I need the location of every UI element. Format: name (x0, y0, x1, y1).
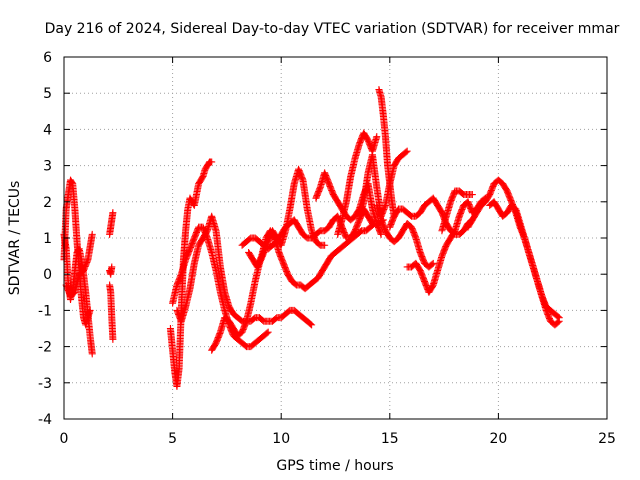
y-axis-label: SDTVAR / TECUs (7, 181, 23, 296)
y-tick-label: -4 (38, 412, 52, 428)
x-tick-label: 5 (168, 431, 177, 447)
x-tick-label: 25 (598, 431, 616, 447)
axis-ticks: 0 5 10 15 20 25 -4 -3 -2 -1 0 1 2 3 4 5 6 (38, 50, 616, 447)
y-tick-label: 1 (43, 231, 52, 247)
x-axis-label: GPS time / hours (276, 458, 393, 474)
series-sat-c (62, 230, 96, 300)
series-sat-n (334, 129, 381, 238)
series-sat-d (106, 209, 117, 238)
data-point-marker (321, 241, 329, 249)
y-tick-label: 5 (43, 86, 52, 102)
x-tick-label: 20 (489, 431, 507, 447)
y-tick-label: 4 (43, 122, 52, 138)
series-sat-e (106, 263, 116, 278)
y-tick-label: 6 (43, 50, 52, 66)
data-point-marker (429, 259, 437, 267)
data-point-marker (263, 329, 271, 337)
data-point-marker (377, 230, 385, 238)
x-tick-label: 15 (381, 431, 399, 447)
data-points (60, 86, 563, 390)
data-point-marker (88, 230, 96, 238)
data-point-marker (109, 335, 117, 343)
data-point-marker (307, 320, 315, 328)
data-point-marker (554, 313, 562, 321)
chart-title: Day 216 of 2024, Sidereal Day-to-day VTE… (45, 21, 620, 37)
data-point-marker (468, 191, 476, 199)
data-point-marker (108, 263, 116, 271)
series-sat-f (106, 281, 117, 343)
data-point-marker (308, 321, 316, 329)
data-point-marker (403, 147, 411, 155)
y-tick-label: -3 (38, 376, 52, 392)
data-point-marker (428, 260, 436, 268)
series-sat-r (373, 201, 437, 271)
data-point-marker (373, 133, 381, 141)
series-sat-t (438, 187, 476, 235)
data-point-marker (402, 148, 410, 156)
data-point-marker (264, 328, 272, 336)
data-point-marker (88, 350, 96, 358)
series-sat-v (486, 198, 563, 322)
data-point-marker (208, 158, 216, 166)
y-tick-label: 3 (43, 159, 52, 175)
x-tick-label: 0 (60, 431, 69, 447)
y-tick-label: -2 (38, 340, 52, 356)
series-sat-i (173, 212, 316, 329)
data-point-marker (555, 314, 563, 322)
y-tick-label: -1 (38, 303, 52, 319)
y-tick-label: 2 (43, 195, 52, 211)
y-tick-label: 0 (43, 267, 52, 283)
series-sat-s (403, 194, 489, 296)
x-tick-label: 10 (272, 431, 290, 447)
data-point-marker (109, 209, 117, 217)
series-sat-p (355, 147, 411, 224)
